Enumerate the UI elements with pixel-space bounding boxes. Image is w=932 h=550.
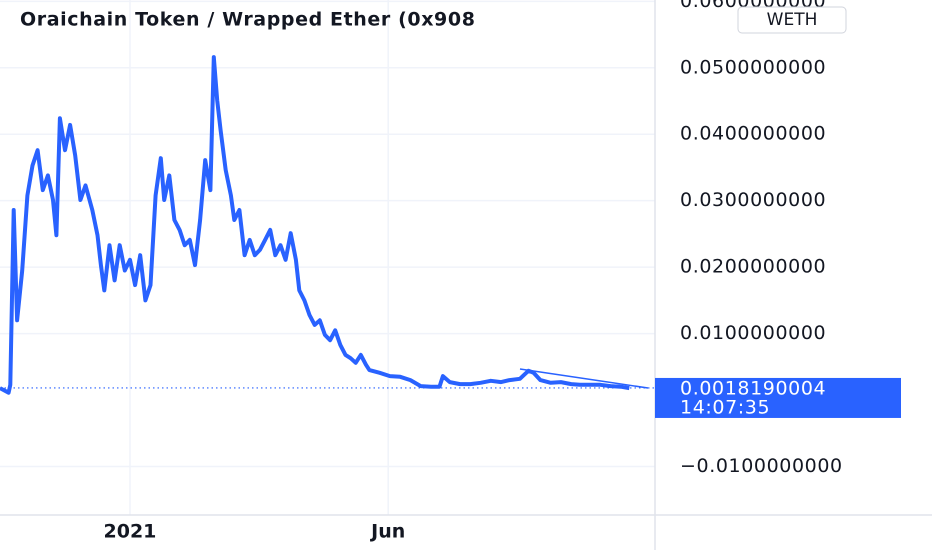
quote-button-label[interactable]: WETH xyxy=(767,10,818,30)
x-tick-label: Jun xyxy=(369,521,405,543)
countdown-label: 14:07:35 xyxy=(680,396,770,418)
y-tick-label: 0.0300000000 xyxy=(680,189,826,211)
x-tick-label: 2021 xyxy=(104,521,157,543)
last-price-box xyxy=(655,377,901,418)
y-tick-label: 0.0400000000 xyxy=(680,123,826,145)
y-tick-label: −0.0100000000 xyxy=(680,455,843,477)
plot-area xyxy=(0,55,655,395)
chart-title: Oraichain Token / Wrapped Ether (0x908 xyxy=(20,9,476,31)
trend-line xyxy=(519,368,649,389)
y-tick-label: 0.0600000000 xyxy=(680,0,826,12)
quote-button[interactable] xyxy=(737,6,847,34)
y-tick-label: 0.0100000000 xyxy=(680,322,826,344)
y-tick-label: 0.0200000000 xyxy=(680,256,826,278)
y-tick-label: 0.0500000000 xyxy=(680,56,826,78)
price-line xyxy=(0,55,630,395)
grid xyxy=(0,0,655,515)
last-price-label: 0.0018190004 xyxy=(680,377,826,399)
value-axis: −0.0100000000 0.0100000000 0.0200000000 0.0… xyxy=(104,0,901,543)
